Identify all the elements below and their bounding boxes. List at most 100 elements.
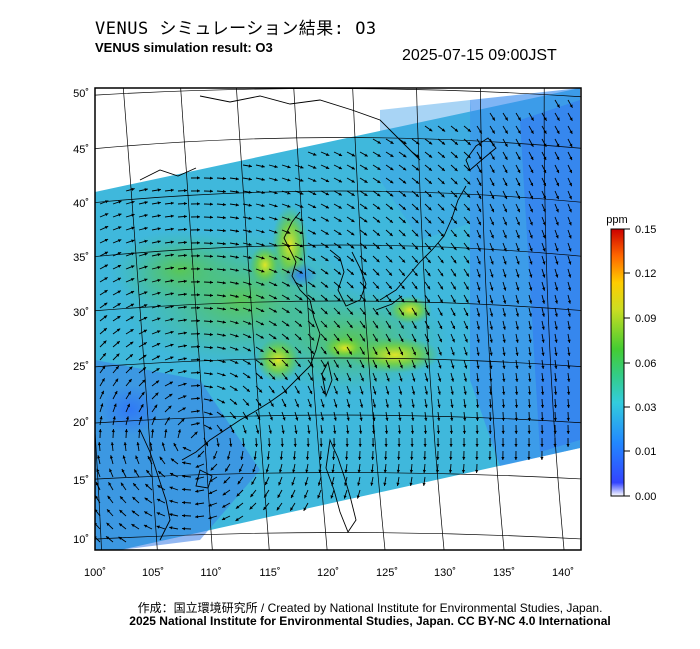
wind-arrow-head: [543, 182, 546, 187]
wind-arrow-head: [337, 258, 342, 262]
wind-arrow-head: [312, 270, 316, 274]
wind-arrow-head: [515, 326, 519, 330]
wind-arrow-head: [415, 220, 419, 224]
wind-arrow-head: [477, 287, 481, 291]
wind-arrow-head: [568, 195, 572, 200]
lon-tick: 140˚: [552, 567, 574, 579]
wind-arrow-head: [117, 252, 122, 255]
wind-arrow-head: [298, 310, 303, 314]
wind-arrow-head: [222, 346, 226, 350]
wind-arrow-head: [502, 339, 506, 343]
wind-arrow-head: [436, 444, 440, 447]
wind-arrow-head: [183, 395, 187, 399]
wind-arrow-head: [196, 422, 200, 426]
lat-tick: 10˚: [73, 534, 89, 546]
wind-arrow-head: [183, 357, 187, 361]
wind-arrow-head: [490, 261, 494, 265]
wind-arrow-head: [476, 378, 480, 382]
wind-arrow-head: [287, 217, 291, 221]
wind-arrow-head: [425, 365, 429, 369]
wind-arrow-head: [440, 273, 444, 277]
wind-arrow-head: [540, 444, 544, 447]
wind-arrow-head: [453, 273, 456, 277]
wind-arrow-head: [299, 297, 303, 301]
wind-arrow-head: [566, 417, 570, 421]
wind-arrow-head: [182, 527, 186, 531]
wind-arrow-head: [196, 384, 200, 388]
wind-arrow-head: [120, 496, 124, 500]
wind-arrow-head: [425, 378, 429, 382]
map-frame: [94, 87, 582, 551]
wind-arrow-head: [488, 404, 493, 408]
wind-arrow-head: [462, 444, 466, 447]
wind-arrow-head: [98, 429, 102, 433]
wind-arrow-head: [170, 458, 175, 462]
wind-arrow-head: [247, 375, 251, 379]
wind-arrow-head: [543, 156, 547, 160]
wind-arrow-head: [423, 456, 427, 460]
wind-arrow-head: [293, 443, 297, 447]
wind-arrow-head: [312, 178, 317, 182]
lon-tick: 125˚: [376, 567, 398, 579]
wind-arrow-head: [396, 482, 400, 486]
wind-arrow-head: [515, 352, 519, 356]
wind-arrow-head: [555, 222, 559, 226]
wind-arrow-head: [466, 220, 470, 224]
wind-arrow-head: [371, 444, 375, 447]
wind-arrow-head: [477, 274, 481, 278]
wind-arrow-head: [528, 391, 532, 395]
wind-arrow-head: [292, 469, 296, 473]
wind-arrow-head: [209, 189, 213, 193]
wind-arrow-head: [118, 200, 122, 204]
wind-arrow-head: [261, 230, 265, 234]
wind-arrow-head: [195, 515, 199, 519]
wind-arrow-head: [182, 407, 186, 411]
wind-arrow-head: [504, 130, 508, 134]
wind-arrow-head: [389, 259, 393, 263]
wind-arrow-head: [277, 494, 281, 498]
wind-arrow-head: [131, 239, 135, 243]
wind-arrow-head: [260, 295, 265, 299]
wind-arrow-head: [234, 374, 238, 378]
wind-arrow-head: [298, 323, 302, 327]
wind-arrow-head: [453, 207, 458, 211]
wind-arrow-head: [222, 320, 226, 324]
wind-arrow-head: [157, 278, 161, 282]
wind-arrow-head: [222, 333, 226, 337]
wind-arrow-head: [266, 456, 270, 460]
wind-arrow-head: [324, 297, 328, 301]
wind-arrow-head: [338, 232, 342, 235]
wind-arrow-head: [248, 321, 252, 325]
wind-arrow-head: [118, 213, 122, 217]
wind-arrow-head: [324, 324, 328, 328]
wind-arrow-head: [400, 325, 404, 329]
wind-arrow-head: [235, 334, 239, 338]
wind-arrow-head: [463, 404, 467, 408]
wind-arrow-head: [270, 403, 274, 407]
wind-arrow-head: [567, 300, 571, 304]
wind-arrow-head: [363, 285, 367, 289]
wind-arrow-head: [437, 404, 441, 408]
wind-arrow-head: [541, 339, 545, 343]
wind-arrow-head: [183, 318, 187, 322]
wind-arrow-head: [117, 303, 121, 307]
wind-arrow-head: [450, 404, 454, 408]
wind-arrow-head: [568, 222, 572, 226]
wind-arrow-head: [183, 370, 187, 374]
wind-arrow-head: [325, 166, 330, 169]
wind-arrow-head: [372, 417, 376, 421]
lat-tick: 15˚: [73, 475, 89, 487]
wind-arrow-head: [401, 312, 404, 316]
wind-arrow-head: [402, 180, 407, 184]
wind-arrow-head: [336, 324, 340, 328]
wind-arrow-head: [101, 378, 105, 382]
wind-arrow-head: [349, 324, 353, 328]
wind-arrow-head: [235, 505, 240, 509]
wind-arrow-head: [97, 455, 101, 459]
wind-arrow-head: [144, 291, 148, 295]
wind-arrow-head: [490, 300, 494, 304]
wind-arrow-head: [370, 482, 374, 486]
wind-arrow-head: [527, 417, 531, 421]
wind-arrow-head: [157, 304, 161, 308]
wind-arrow-head: [205, 442, 208, 447]
